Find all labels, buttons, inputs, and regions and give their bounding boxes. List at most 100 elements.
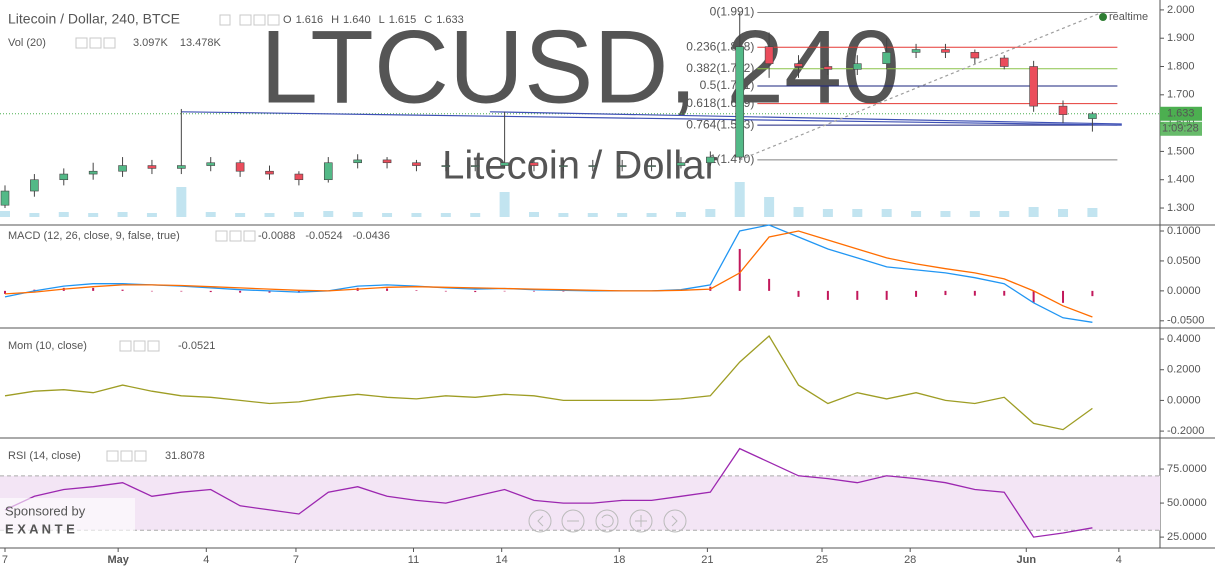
volume-bar bbox=[587, 213, 598, 217]
legend-button bbox=[253, 14, 266, 26]
x-tick-label: 7 bbox=[2, 554, 8, 566]
volume-bar bbox=[88, 213, 99, 217]
histogram-bar bbox=[768, 278, 771, 291]
candle-body bbox=[617, 165, 627, 167]
volume-bar bbox=[940, 211, 951, 217]
quote-key: O bbox=[283, 14, 292, 26]
chart-title: Litecoin / Dollar, 240, BTCE bbox=[8, 11, 180, 27]
legend-button bbox=[219, 14, 231, 26]
legend-button bbox=[119, 340, 132, 352]
legend-button bbox=[103, 37, 116, 49]
histogram-bar bbox=[1003, 290, 1006, 296]
candle-body bbox=[764, 46, 774, 64]
trendline bbox=[181, 111, 1122, 126]
y-tick-label: 1.400 bbox=[1167, 174, 1195, 186]
candle-body bbox=[852, 63, 862, 70]
volume-bar bbox=[264, 213, 275, 217]
histogram-bar bbox=[856, 290, 859, 300]
y-tick-label: 0.1000 bbox=[1167, 225, 1201, 237]
histogram-bar bbox=[209, 290, 212, 293]
histogram-bar bbox=[562, 290, 565, 292]
x-tick-label: 4 bbox=[1116, 554, 1122, 566]
histogram-bar bbox=[944, 290, 947, 296]
candle-body bbox=[970, 52, 980, 59]
y-tick-label: 25.0000 bbox=[1167, 531, 1207, 543]
y-tick-label: 1.800 bbox=[1167, 60, 1195, 72]
legend-button bbox=[89, 37, 102, 49]
quote-value: 1.633 bbox=[436, 14, 464, 26]
y-tick-label: 0.4000 bbox=[1167, 333, 1201, 345]
volume-value: 3.097K bbox=[133, 37, 169, 49]
legend-button bbox=[215, 230, 228, 242]
fib-label: 0.382(1.792) bbox=[686, 61, 754, 75]
histogram-bar bbox=[150, 290, 153, 292]
volume-bar bbox=[323, 211, 334, 217]
y-tick-label: 1.500 bbox=[1167, 145, 1195, 157]
zoom-controls[interactable] bbox=[528, 509, 687, 533]
histogram-bar bbox=[92, 287, 95, 291]
volume-bar bbox=[352, 212, 363, 217]
sponsor-label: Sponsored by bbox=[5, 503, 86, 518]
x-tick-label: 14 bbox=[496, 554, 508, 566]
candle-body bbox=[382, 159, 392, 164]
candle-body bbox=[882, 52, 891, 64]
x-tick-label: 21 bbox=[701, 554, 713, 566]
volume-bar bbox=[1087, 208, 1098, 217]
candle-body bbox=[470, 165, 480, 167]
legend-button bbox=[75, 37, 88, 49]
panel-title: MACD (12, 26, close, 9, false, true) bbox=[8, 230, 180, 242]
candle-body bbox=[265, 170, 274, 175]
histogram-bar bbox=[885, 290, 888, 300]
histogram-bar bbox=[386, 288, 389, 291]
volume-bar bbox=[205, 212, 216, 217]
y-tick-label: 1.700 bbox=[1167, 89, 1195, 101]
y-tick-label: 1.300 bbox=[1167, 202, 1195, 214]
histogram-bar bbox=[180, 290, 183, 292]
legend-button bbox=[239, 14, 252, 26]
histogram-bar bbox=[415, 290, 418, 291]
fib-label: 1(1.470) bbox=[710, 152, 755, 166]
countdown-box bbox=[1160, 121, 1202, 136]
histogram-bar bbox=[826, 290, 829, 300]
quote-key: C bbox=[424, 14, 432, 26]
histogram-bar bbox=[797, 290, 800, 297]
candle-body bbox=[59, 173, 69, 181]
volume-bar bbox=[29, 213, 40, 217]
volume-bar bbox=[822, 209, 833, 217]
candle-body bbox=[30, 179, 39, 192]
quote-key: H bbox=[331, 14, 339, 26]
fib-label: 0.618(1.669) bbox=[686, 96, 754, 110]
candle-body bbox=[647, 165, 656, 167]
legend-value: -0.0436 bbox=[353, 230, 390, 242]
histogram-bar bbox=[1091, 290, 1094, 297]
y-tick-label: 0.0000 bbox=[1167, 285, 1201, 297]
x-tick-label: May bbox=[107, 554, 129, 566]
y-tick-label: -0.2000 bbox=[1167, 425, 1204, 437]
histogram-bar bbox=[1032, 290, 1035, 303]
legend-button bbox=[133, 340, 146, 352]
legend-button bbox=[134, 450, 147, 462]
y-tick-label: 2.000 bbox=[1167, 4, 1195, 16]
watermark: LTCUSD, 240 bbox=[260, 9, 900, 125]
volume-bar bbox=[852, 209, 863, 217]
y-tick-label: 0.0500 bbox=[1167, 255, 1201, 267]
volume-bar bbox=[734, 182, 745, 217]
histogram-bar bbox=[503, 290, 506, 292]
histogram-bar bbox=[121, 289, 124, 291]
histogram-bar bbox=[973, 290, 976, 296]
y-tick-label: 75.0000 bbox=[1167, 463, 1207, 475]
histogram-bar bbox=[915, 290, 918, 297]
candle-body bbox=[999, 57, 1009, 67]
indicator-line bbox=[4, 230, 1093, 318]
panel-title: RSI (14, close) bbox=[8, 450, 81, 462]
legend-value: 31.8078 bbox=[165, 450, 205, 462]
volume-bar bbox=[617, 213, 628, 217]
histogram-bar bbox=[239, 290, 242, 293]
candle-body bbox=[88, 170, 98, 175]
quote-value: 1.615 bbox=[389, 14, 417, 26]
x-tick-label: Jun bbox=[1016, 554, 1036, 566]
x-tick-label: 11 bbox=[408, 554, 419, 566]
volume-bar bbox=[58, 212, 69, 217]
volume-bar bbox=[969, 211, 980, 217]
